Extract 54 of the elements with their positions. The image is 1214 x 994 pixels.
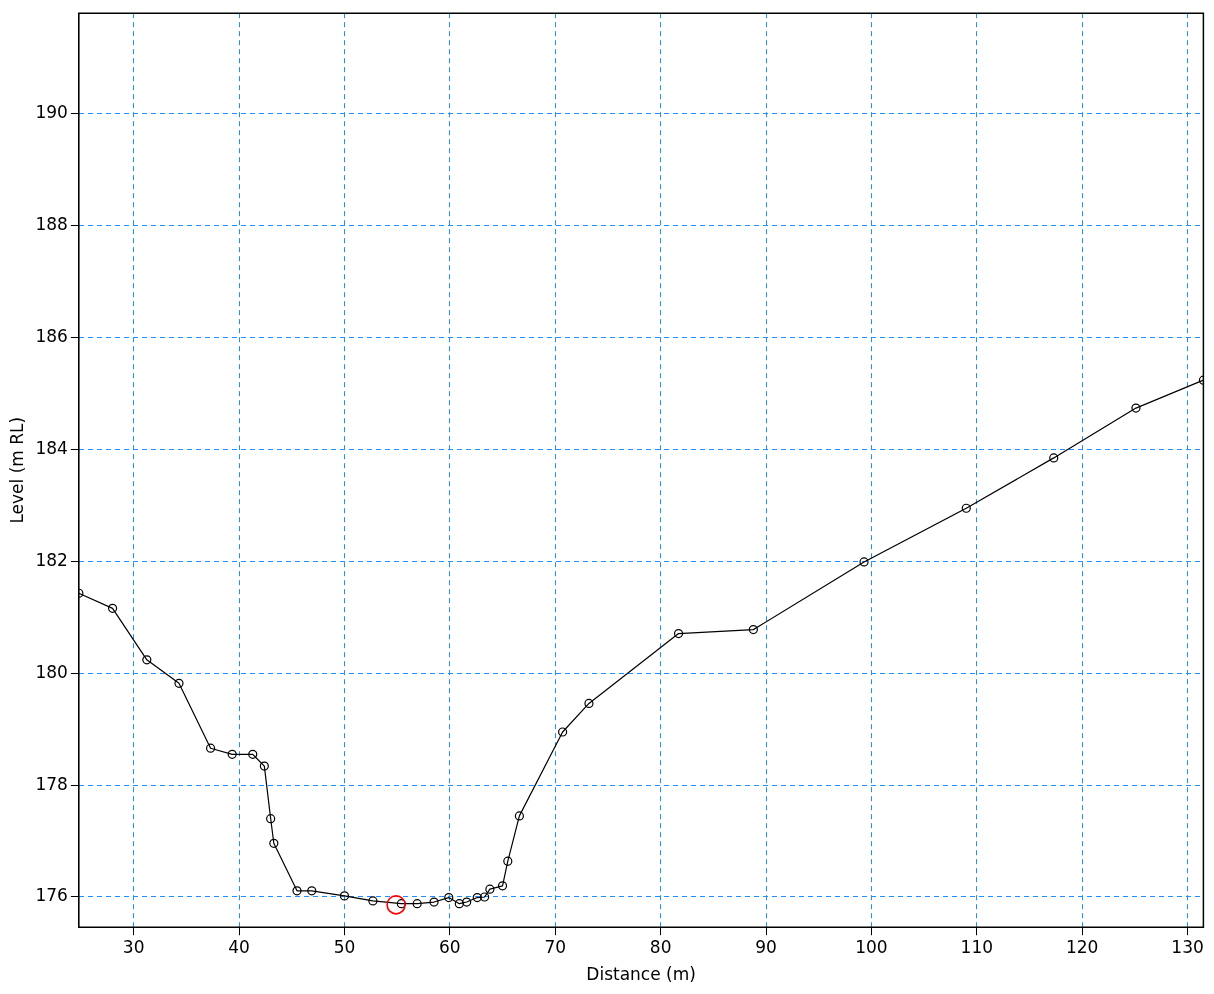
point (292, 886, 302, 896)
point (673, 628, 684, 639)
point (227, 749, 237, 759)
y-tick-label: 186 (35, 326, 68, 347)
y-tick-label: 184 (35, 437, 68, 458)
x-tick-label: 90 (755, 936, 777, 957)
point (107, 603, 118, 613)
y-tick-label: 188 (35, 214, 68, 235)
y-tick-label: 180 (35, 661, 68, 682)
x-axis-title: Distance (m) (586, 964, 696, 985)
y-tick-label: 178 (35, 773, 68, 794)
point (266, 814, 276, 824)
point (368, 896, 378, 906)
point (412, 899, 422, 909)
point (339, 891, 350, 901)
point (472, 892, 482, 903)
point (514, 811, 524, 821)
point (859, 557, 869, 567)
point (584, 698, 594, 709)
x-tick-label: 100 (855, 936, 888, 957)
point (259, 761, 269, 771)
point (205, 743, 216, 753)
x-tick-label: 70 (544, 936, 567, 957)
x-tick-label: 30 (122, 936, 145, 957)
point (429, 897, 439, 907)
x-tick-label: 60 (439, 936, 461, 957)
point (748, 625, 758, 635)
point (269, 838, 279, 848)
y-axis-title: Level (m RL) (6, 416, 27, 524)
point (142, 655, 152, 665)
point (1049, 453, 1059, 463)
point (1131, 403, 1141, 413)
point (248, 749, 258, 759)
point (307, 886, 317, 896)
x-tick-label: 130 (1171, 936, 1204, 957)
x-tick-label: 50 (333, 936, 356, 957)
x-tick-label: 40 (228, 936, 250, 957)
point (961, 503, 971, 513)
x-tick-label: 110 (960, 936, 994, 957)
y-tick-label: 182 (35, 549, 68, 570)
point (503, 856, 513, 866)
point (480, 892, 490, 902)
point (558, 727, 568, 737)
point (444, 892, 454, 903)
y-tick-label: 176 (35, 885, 68, 906)
y-tick-label: 190 (35, 102, 68, 123)
point (174, 678, 184, 688)
point (462, 897, 472, 907)
point (386, 895, 406, 915)
point (485, 884, 495, 894)
x-tick-label: 120 (1065, 936, 1099, 957)
point (454, 899, 464, 909)
point (497, 881, 508, 891)
x-tick-label: 80 (649, 936, 672, 957)
